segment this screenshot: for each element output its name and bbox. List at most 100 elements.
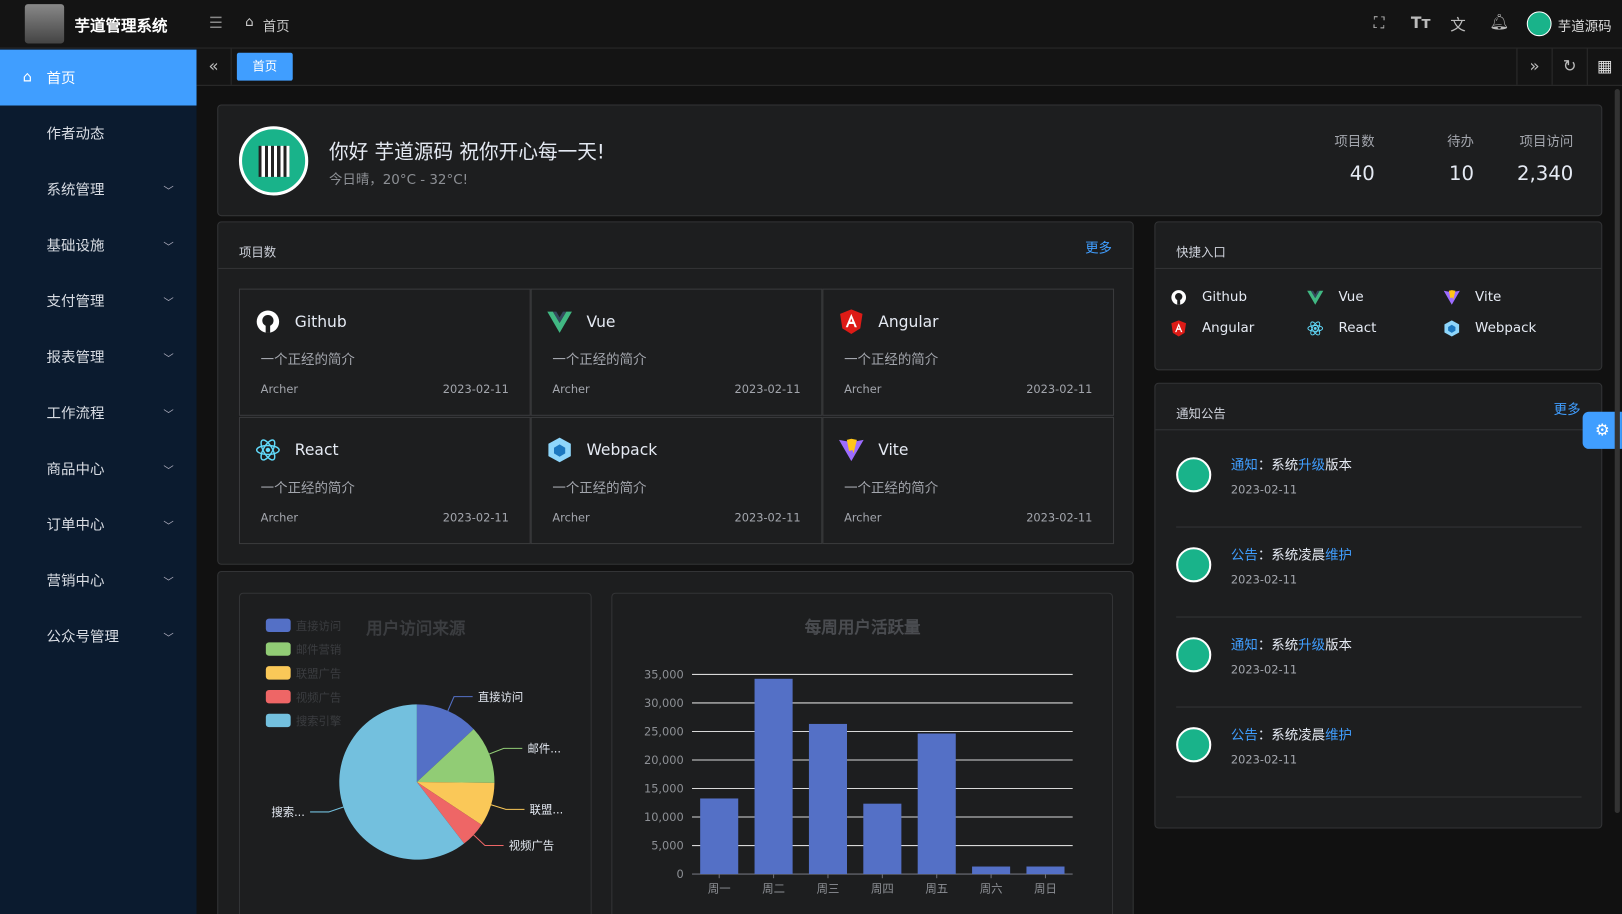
pie-slice[interactable] — [416, 729, 495, 783]
fullscreen-icon[interactable]: ⛶ — [1373, 13, 1385, 33]
avatar — [1176, 547, 1212, 583]
notice-type[interactable]: 公告 — [1230, 548, 1258, 564]
notice-type[interactable]: 通知 — [1230, 458, 1258, 474]
notice-item[interactable]: 公告：系统凌晨维护 2023-02-11 — [1176, 708, 1582, 798]
scroll-right-icon[interactable]: » — [1516, 48, 1551, 85]
notice-card: 通知公告 更多 通知：系统升级版本 2023-02-11 公告：系统凌晨维护 2023… — [1154, 382, 1603, 829]
notice-item[interactable]: 通知：系统升级版本 2023-02-11 — [1176, 618, 1582, 708]
notice-text-part: ：系统凌晨 — [1257, 548, 1326, 564]
sidebar-item[interactable]: 营销中心 ﹀ — [0, 552, 197, 608]
project-card[interactable]: React 一个正经的简介 Archer 2023-02-11 — [238, 416, 531, 545]
project-author: Archer — [552, 510, 590, 525]
pie-label: 直接访问 — [478, 690, 523, 704]
legend-label[interactable]: 邮件营销 — [296, 643, 341, 657]
sidebar-item[interactable]: 报表管理 ﹀ — [0, 329, 197, 385]
legend-swatch[interactable] — [265, 642, 291, 656]
quick-entry-item[interactable]: Vue — [1306, 289, 1364, 307]
font-size-icon[interactable]: Tт — [1410, 13, 1431, 33]
notice-type[interactable]: 通知 — [1230, 638, 1258, 654]
legend-swatch[interactable] — [265, 666, 291, 680]
bar[interactable] — [1026, 866, 1065, 875]
translate-icon[interactable]: 文 — [1450, 15, 1466, 35]
bar[interactable] — [700, 798, 739, 875]
quick-entry-label: Vite — [1475, 289, 1502, 306]
breadcrumb[interactable]: 首页 — [262, 19, 290, 36]
sidebar-item-label: 报表管理 — [46, 349, 105, 367]
project-date: 2023-02-11 — [442, 510, 509, 525]
legend-swatch[interactable] — [265, 618, 291, 633]
charts-card: 用户访问来源 直接访问 邮件营销 联盟广告 视频广告 搜索引擎 直接访问 邮件... 联盟...… — [217, 570, 1134, 914]
project-card[interactable]: Vue 一个正经的简介 Archer 2023-02-11 — [530, 288, 823, 416]
project-card[interactable]: Github 一个正经的简介 Archer 2023-02-11 — [238, 288, 531, 416]
stat-label: 项目访问 — [1519, 134, 1574, 150]
quick-entry-item[interactable]: Angular — [1170, 320, 1254, 338]
chevron-down-icon: ﹀ — [163, 353, 174, 365]
legend-label[interactable]: 搜索引擎 — [296, 714, 341, 728]
notice-text-part: 版本 — [1325, 458, 1353, 474]
quick-entry-item[interactable]: Webpack — [1443, 320, 1536, 338]
pie-slice[interactable] — [339, 704, 465, 860]
sidebar-item[interactable]: 公众号管理 ﹀ — [0, 608, 197, 664]
scrollbar[interactable] — [1614, 88, 1620, 814]
notice-highlight: 维护 — [1325, 728, 1353, 744]
vite-icon — [838, 438, 864, 462]
sidebar-item-label: 系统管理 — [46, 182, 105, 199]
y-tick-label: 30,000 — [644, 696, 684, 710]
x-tick-label: 周五 — [925, 882, 948, 896]
projects-more-link[interactable]: 更多 — [1085, 241, 1112, 257]
logo[interactable] — [24, 4, 65, 44]
bell-icon[interactable]: 🔔︎ — [1489, 12, 1510, 32]
grid-menu-icon[interactable]: ▦ — [1586, 48, 1622, 85]
sidebar-item[interactable]: 商品中心 ﹀ — [0, 441, 197, 497]
legend-label[interactable]: 视频广告 — [296, 690, 341, 704]
pie-slice[interactable] — [416, 704, 474, 783]
sidebar-item-label: 支付管理 — [46, 293, 105, 311]
notice-type[interactable]: 公告 — [1230, 728, 1258, 744]
bar[interactable] — [863, 803, 902, 875]
projects-title: 项目数 — [238, 245, 277, 260]
pie-slice[interactable] — [416, 782, 482, 844]
bar[interactable] — [972, 866, 1011, 875]
bar[interactable] — [917, 733, 956, 875]
notice-text-part: 版本 — [1325, 638, 1353, 654]
tab-home[interactable]: 首页 — [236, 52, 293, 81]
chevron-down-icon: ﹀ — [163, 576, 174, 589]
chevron-down-icon: ﹀ — [163, 632, 174, 644]
legend-swatch[interactable] — [265, 713, 291, 728]
pie-slice[interactable] — [416, 782, 495, 825]
bar[interactable] — [808, 723, 847, 875]
notice-highlight: 维护 — [1325, 548, 1353, 564]
menu-toggle-icon[interactable]: ☰ — [208, 13, 223, 33]
y-tick-label: 10,000 — [644, 810, 684, 824]
sidebar-item[interactable]: 工作流程 ﹀ — [0, 385, 197, 441]
stat-item: 项目数 40 — [1289, 130, 1403, 185]
sidebar-item[interactable]: 基础设施 ﹀ — [0, 217, 197, 273]
pie-label: 联盟... — [530, 802, 564, 816]
sidebar-item[interactable]: 作者动态 — [0, 106, 197, 162]
user-name[interactable]: 芋道源码 — [1557, 19, 1612, 36]
notice-item[interactable]: 公告：系统凌晨维护 2023-02-11 — [1176, 528, 1582, 618]
refresh-icon[interactable]: ↻ — [1551, 48, 1587, 85]
react-icon — [255, 439, 280, 461]
sidebar-item[interactable]: 支付管理 ﹀ — [0, 273, 197, 329]
quick-entry-item[interactable]: React — [1306, 320, 1376, 338]
avatar — [1176, 457, 1212, 493]
scroll-left-icon[interactable]: « — [197, 48, 232, 85]
quick-entry-item[interactable]: Github — [1170, 289, 1247, 307]
bar[interactable] — [754, 678, 793, 875]
sidebar-item[interactable]: 订单中心 ﹀ — [0, 497, 197, 553]
project-desc: 一个正经的简介 — [260, 352, 355, 369]
legend-swatch[interactable] — [265, 689, 291, 704]
project-card[interactable]: Webpack 一个正经的简介 Archer 2023-02-11 — [530, 416, 823, 545]
legend-label[interactable]: 直接访问 — [296, 619, 341, 633]
sidebar-item[interactable]: 系统管理 ﹀ — [0, 161, 197, 217]
project-name: Angular — [878, 312, 939, 332]
sidebar-item[interactable]: ⌂ 首页 — [0, 49, 197, 106]
legend-label[interactable]: 联盟广告 — [296, 667, 341, 681]
notice-item[interactable]: 通知：系统升级版本 2023-02-11 — [1176, 438, 1582, 528]
project-card[interactable]: Angular 一个正经的简介 Archer 2023-02-11 — [822, 288, 1115, 416]
quick-entry-item[interactable]: Vite — [1443, 289, 1501, 307]
project-card[interactable]: Vite 一个正经的简介 Archer 2023-02-11 — [822, 416, 1115, 545]
notice-more-link[interactable]: 更多 — [1553, 402, 1581, 418]
avatar[interactable] — [1526, 11, 1552, 37]
